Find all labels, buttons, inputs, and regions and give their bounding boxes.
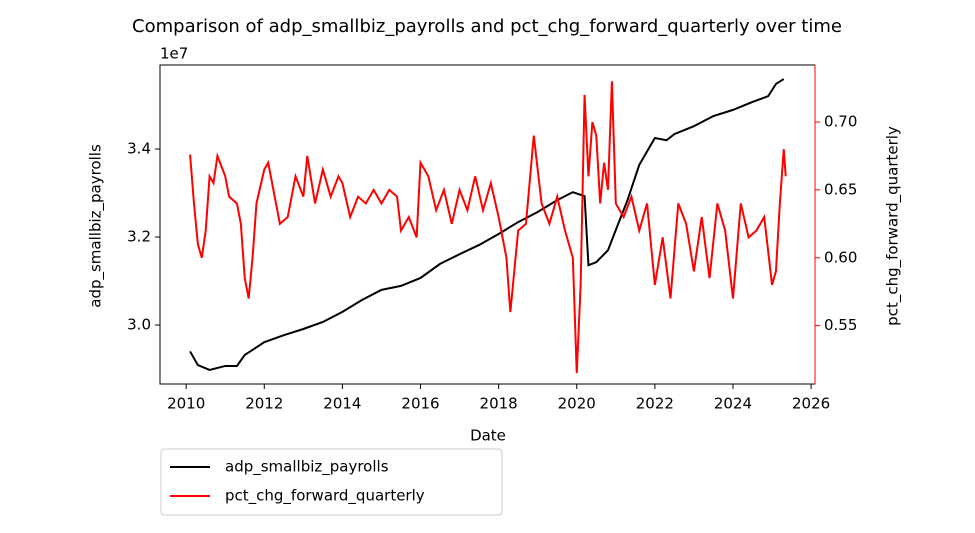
legend-label: pct_chg_forward_quarterly	[225, 487, 425, 506]
x-tick-label: 2020	[558, 395, 596, 413]
x-tick-label: 2024	[714, 395, 752, 413]
legend-label: adp_smallbiz_payrolls	[225, 458, 389, 477]
y-tick-label: 3.2	[127, 228, 151, 246]
y2-axis-label: pct_chg_forward_quarterly	[884, 126, 903, 326]
chart-title: Comparison of adp_smallbiz_payrolls and …	[132, 16, 842, 37]
x-tick-label: 2010	[167, 395, 205, 413]
y2-tick-label: 0.60	[824, 248, 857, 266]
data-line	[189, 81, 787, 374]
x-tick-label: 2026	[792, 395, 830, 413]
x-tick-label: 2012	[245, 395, 283, 413]
offset-label: 1e7	[160, 45, 188, 63]
legend-box	[160, 448, 503, 516]
x-tick-label: 2018	[480, 395, 518, 413]
x-tick-label: 2014	[323, 395, 361, 413]
y-tick-label: 3.4	[127, 140, 151, 158]
y2-tick-label: 0.55	[824, 316, 857, 334]
y2-tick-label: 0.70	[824, 113, 857, 131]
plot-frame	[159, 64, 816, 385]
x-tick-label: 2016	[401, 395, 439, 413]
x-axis-label: Date	[470, 427, 506, 445]
data-line	[189, 78, 785, 371]
x-tick-label: 2022	[636, 395, 674, 413]
y-axis-label: adp_smallbiz_payrolls	[87, 144, 106, 308]
y2-tick-label: 0.65	[824, 180, 857, 198]
y-tick-label: 3.0	[127, 316, 151, 334]
